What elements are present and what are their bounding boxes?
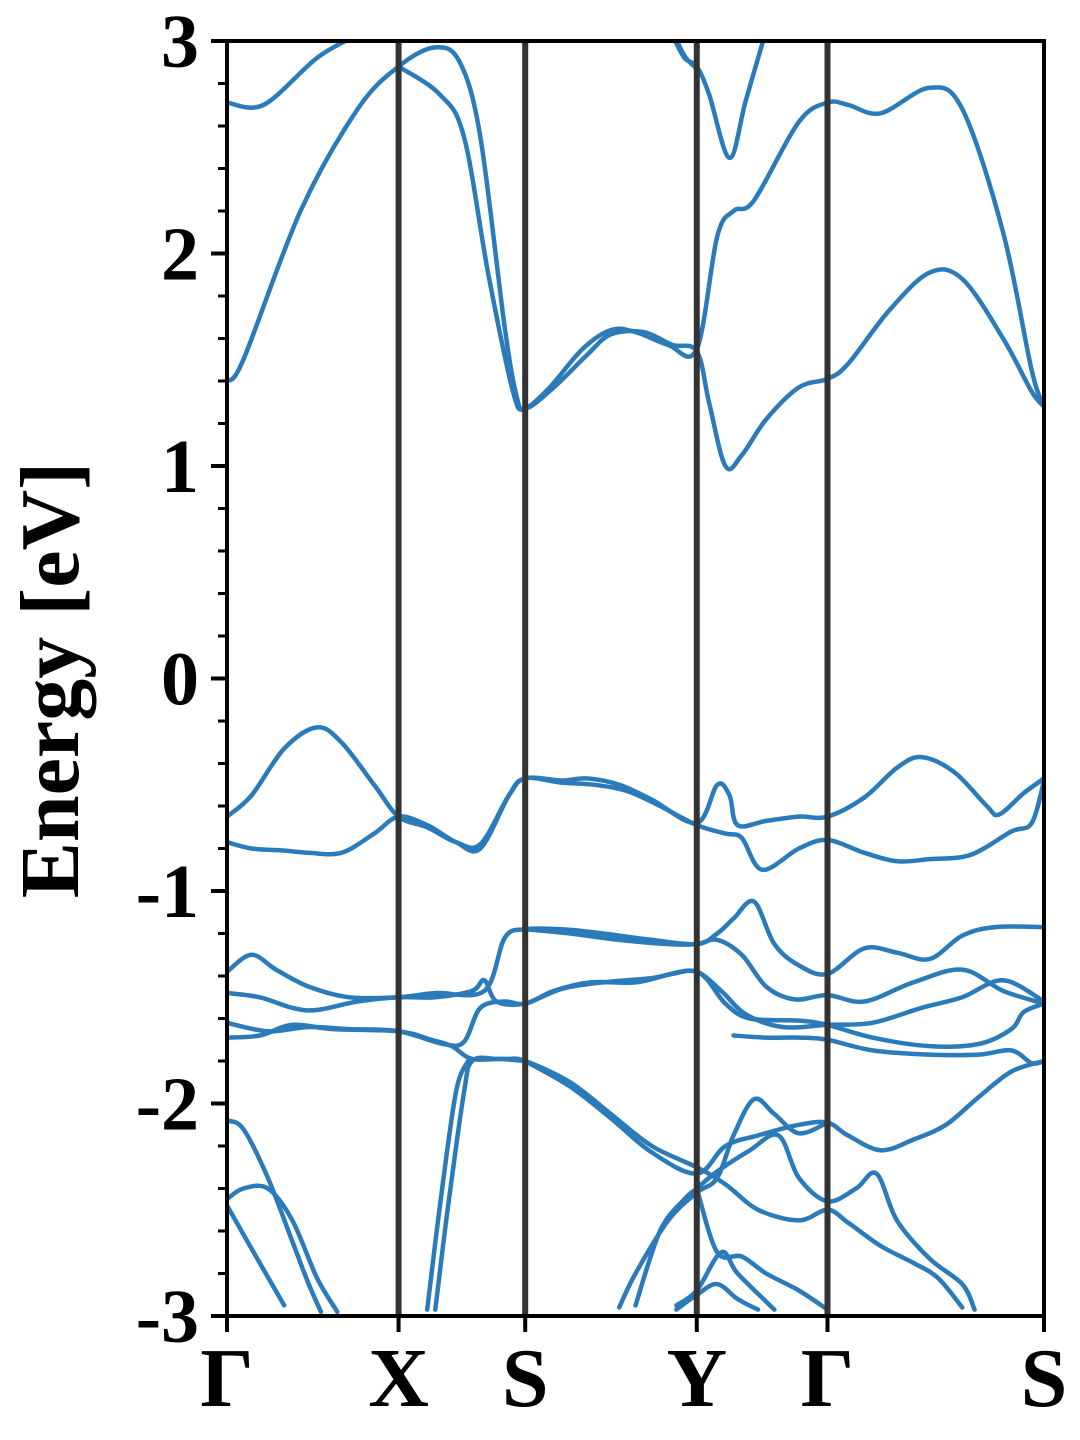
- band-line-17: [433, 1055, 528, 1312]
- x-tick-label-2: S: [502, 1332, 549, 1425]
- band-line-18: [424, 1058, 471, 1312]
- band-line-15: [227, 1183, 340, 1315]
- band-line-23: [694, 1186, 830, 1312]
- band-line-11: [227, 1022, 965, 1310]
- x-tick-label-1: X: [368, 1332, 429, 1425]
- y-tick-label-0: -3: [136, 1275, 199, 1359]
- band-line-0: [227, 41, 351, 110]
- bands-group: [227, 41, 1044, 1315]
- x-tick-label-3: Y: [666, 1332, 727, 1425]
- band-line-6: [227, 775, 1044, 873]
- y-tick-label-1: -2: [136, 1062, 199, 1146]
- band-line-4: [674, 41, 700, 71]
- y-tick-label-6: 3: [161, 0, 199, 84]
- band-line-5: [227, 725, 1044, 850]
- band-line-8: [522, 927, 1044, 1006]
- band-line-16: [227, 1203, 287, 1308]
- band-line-13: [522, 1058, 1044, 1176]
- band-line-20: [633, 1132, 977, 1312]
- band-line-19: [616, 1096, 830, 1310]
- band-line-14: [227, 1118, 324, 1315]
- x-tick-label-5: S: [1021, 1332, 1068, 1425]
- y-axis-label: Energy [eV]: [4, 462, 97, 898]
- plot-frame: [225, 39, 1046, 1318]
- y-tick-label-4: 1: [161, 425, 199, 509]
- y-tick-label-5: 2: [161, 212, 199, 296]
- y-tick-label-3: 0: [161, 637, 199, 721]
- band-line-22: [674, 1249, 777, 1312]
- x-tick-label-4: Γ: [801, 1332, 854, 1425]
- band-line-3: [672, 41, 766, 161]
- band-line-12: [731, 1033, 1044, 1066]
- y-tick-label-2: -1: [136, 850, 199, 934]
- band-line-1: [227, 44, 1044, 412]
- x-tick-label-0: Γ: [200, 1332, 253, 1425]
- band-line-2: [396, 64, 1044, 472]
